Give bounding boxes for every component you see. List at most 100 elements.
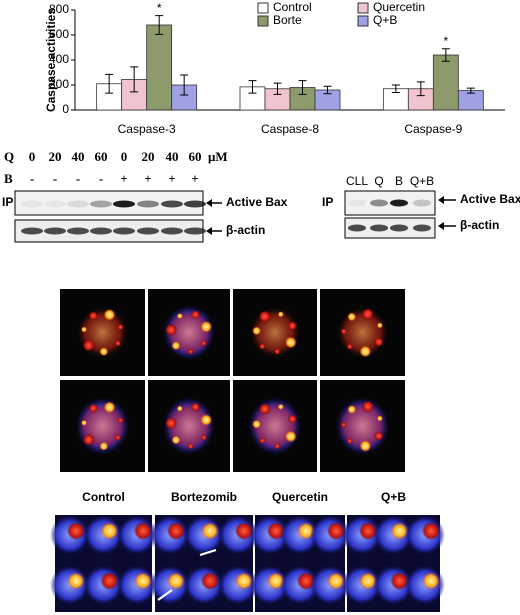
band-label: Active Bax — [226, 195, 288, 209]
stain — [274, 443, 281, 450]
stain — [235, 572, 253, 590]
stain — [277, 311, 284, 318]
legend-swatch — [257, 2, 269, 14]
annotation: * — [157, 1, 162, 15]
arrow-head — [206, 227, 212, 235]
row-label: Q — [4, 149, 14, 164]
band — [44, 200, 66, 208]
stain — [171, 435, 181, 445]
stain — [117, 324, 124, 331]
stain — [359, 345, 372, 358]
bar — [432, 54, 459, 111]
stain — [376, 322, 383, 329]
stain — [346, 437, 353, 444]
stain — [361, 400, 374, 413]
stain — [114, 340, 121, 347]
treatment-label: - — [76, 171, 80, 186]
stain — [200, 320, 213, 333]
legend-label: Q+B — [373, 13, 397, 27]
stain — [277, 403, 284, 410]
stain — [374, 431, 384, 441]
stain — [167, 522, 185, 540]
stain — [258, 403, 271, 416]
stain — [390, 572, 409, 590]
stain — [117, 417, 124, 424]
treatment-label: - — [53, 171, 57, 186]
row-label: B — [4, 171, 13, 186]
stain — [287, 414, 297, 424]
stain — [327, 572, 345, 590]
stain — [81, 326, 88, 333]
dose-label: 60 — [189, 149, 202, 164]
legend-label: Quercetin — [373, 0, 425, 14]
stain — [327, 522, 345, 540]
legend-label: Borte — [273, 13, 302, 27]
band — [161, 200, 183, 208]
legend-swatch — [257, 15, 269, 27]
stain — [252, 326, 262, 336]
x-tick-label: Caspase-3 — [118, 122, 176, 136]
lane-label: CLL — [346, 174, 368, 188]
band — [161, 227, 183, 235]
lane-label: B — [395, 174, 403, 188]
stain — [340, 421, 347, 428]
stain — [252, 419, 262, 429]
band-label: β-actin — [460, 218, 499, 232]
y-tick-label: 600 — [49, 27, 69, 41]
stain — [176, 313, 183, 320]
arrow-head — [438, 222, 444, 230]
band — [184, 227, 206, 235]
stain — [134, 572, 152, 590]
legend-swatch — [357, 15, 369, 27]
stain — [190, 310, 200, 320]
dose-label: 40 — [72, 149, 85, 164]
stain — [176, 405, 183, 412]
ip-label: IP — [322, 195, 333, 209]
dose-label: 60 — [95, 149, 108, 164]
band — [348, 224, 366, 232]
stain — [82, 339, 95, 352]
stain — [88, 311, 98, 321]
arrow — [199, 549, 217, 556]
stain — [103, 401, 116, 414]
stain — [235, 522, 253, 540]
arrow-head — [206, 199, 212, 207]
stain — [361, 308, 374, 321]
band — [370, 199, 388, 207]
band — [390, 199, 408, 207]
stain — [99, 441, 109, 451]
y-tick-label: 0 — [62, 102, 69, 116]
band — [67, 200, 89, 208]
stain — [200, 434, 207, 441]
stain — [190, 402, 200, 412]
stain — [259, 437, 266, 444]
stain — [284, 336, 297, 349]
y-tick-label: 400 — [49, 52, 69, 66]
dose-label: 20 — [49, 149, 62, 164]
annotation: * — [443, 34, 448, 48]
stain — [82, 433, 95, 446]
stain — [167, 572, 185, 590]
band — [90, 227, 112, 235]
treatment-label: + — [144, 171, 151, 186]
stain — [165, 417, 178, 430]
band-label: β-actin — [226, 223, 265, 237]
stain — [67, 572, 85, 590]
y-tick-label: 200 — [49, 77, 69, 91]
y-axis-label: Caspase activities — [44, 8, 58, 112]
dose-label: 40 — [166, 149, 179, 164]
legend-swatch — [357, 2, 369, 14]
stain — [258, 310, 271, 323]
stain — [340, 328, 347, 335]
lane-label: Q — [374, 174, 383, 188]
band — [137, 227, 159, 235]
treatment-label: + — [120, 171, 127, 186]
arrow-head — [438, 196, 444, 204]
stain — [359, 440, 372, 453]
legend-label: Control — [273, 0, 312, 14]
stain — [359, 522, 377, 540]
band — [184, 200, 206, 208]
stain — [165, 323, 178, 336]
stain — [259, 343, 266, 350]
